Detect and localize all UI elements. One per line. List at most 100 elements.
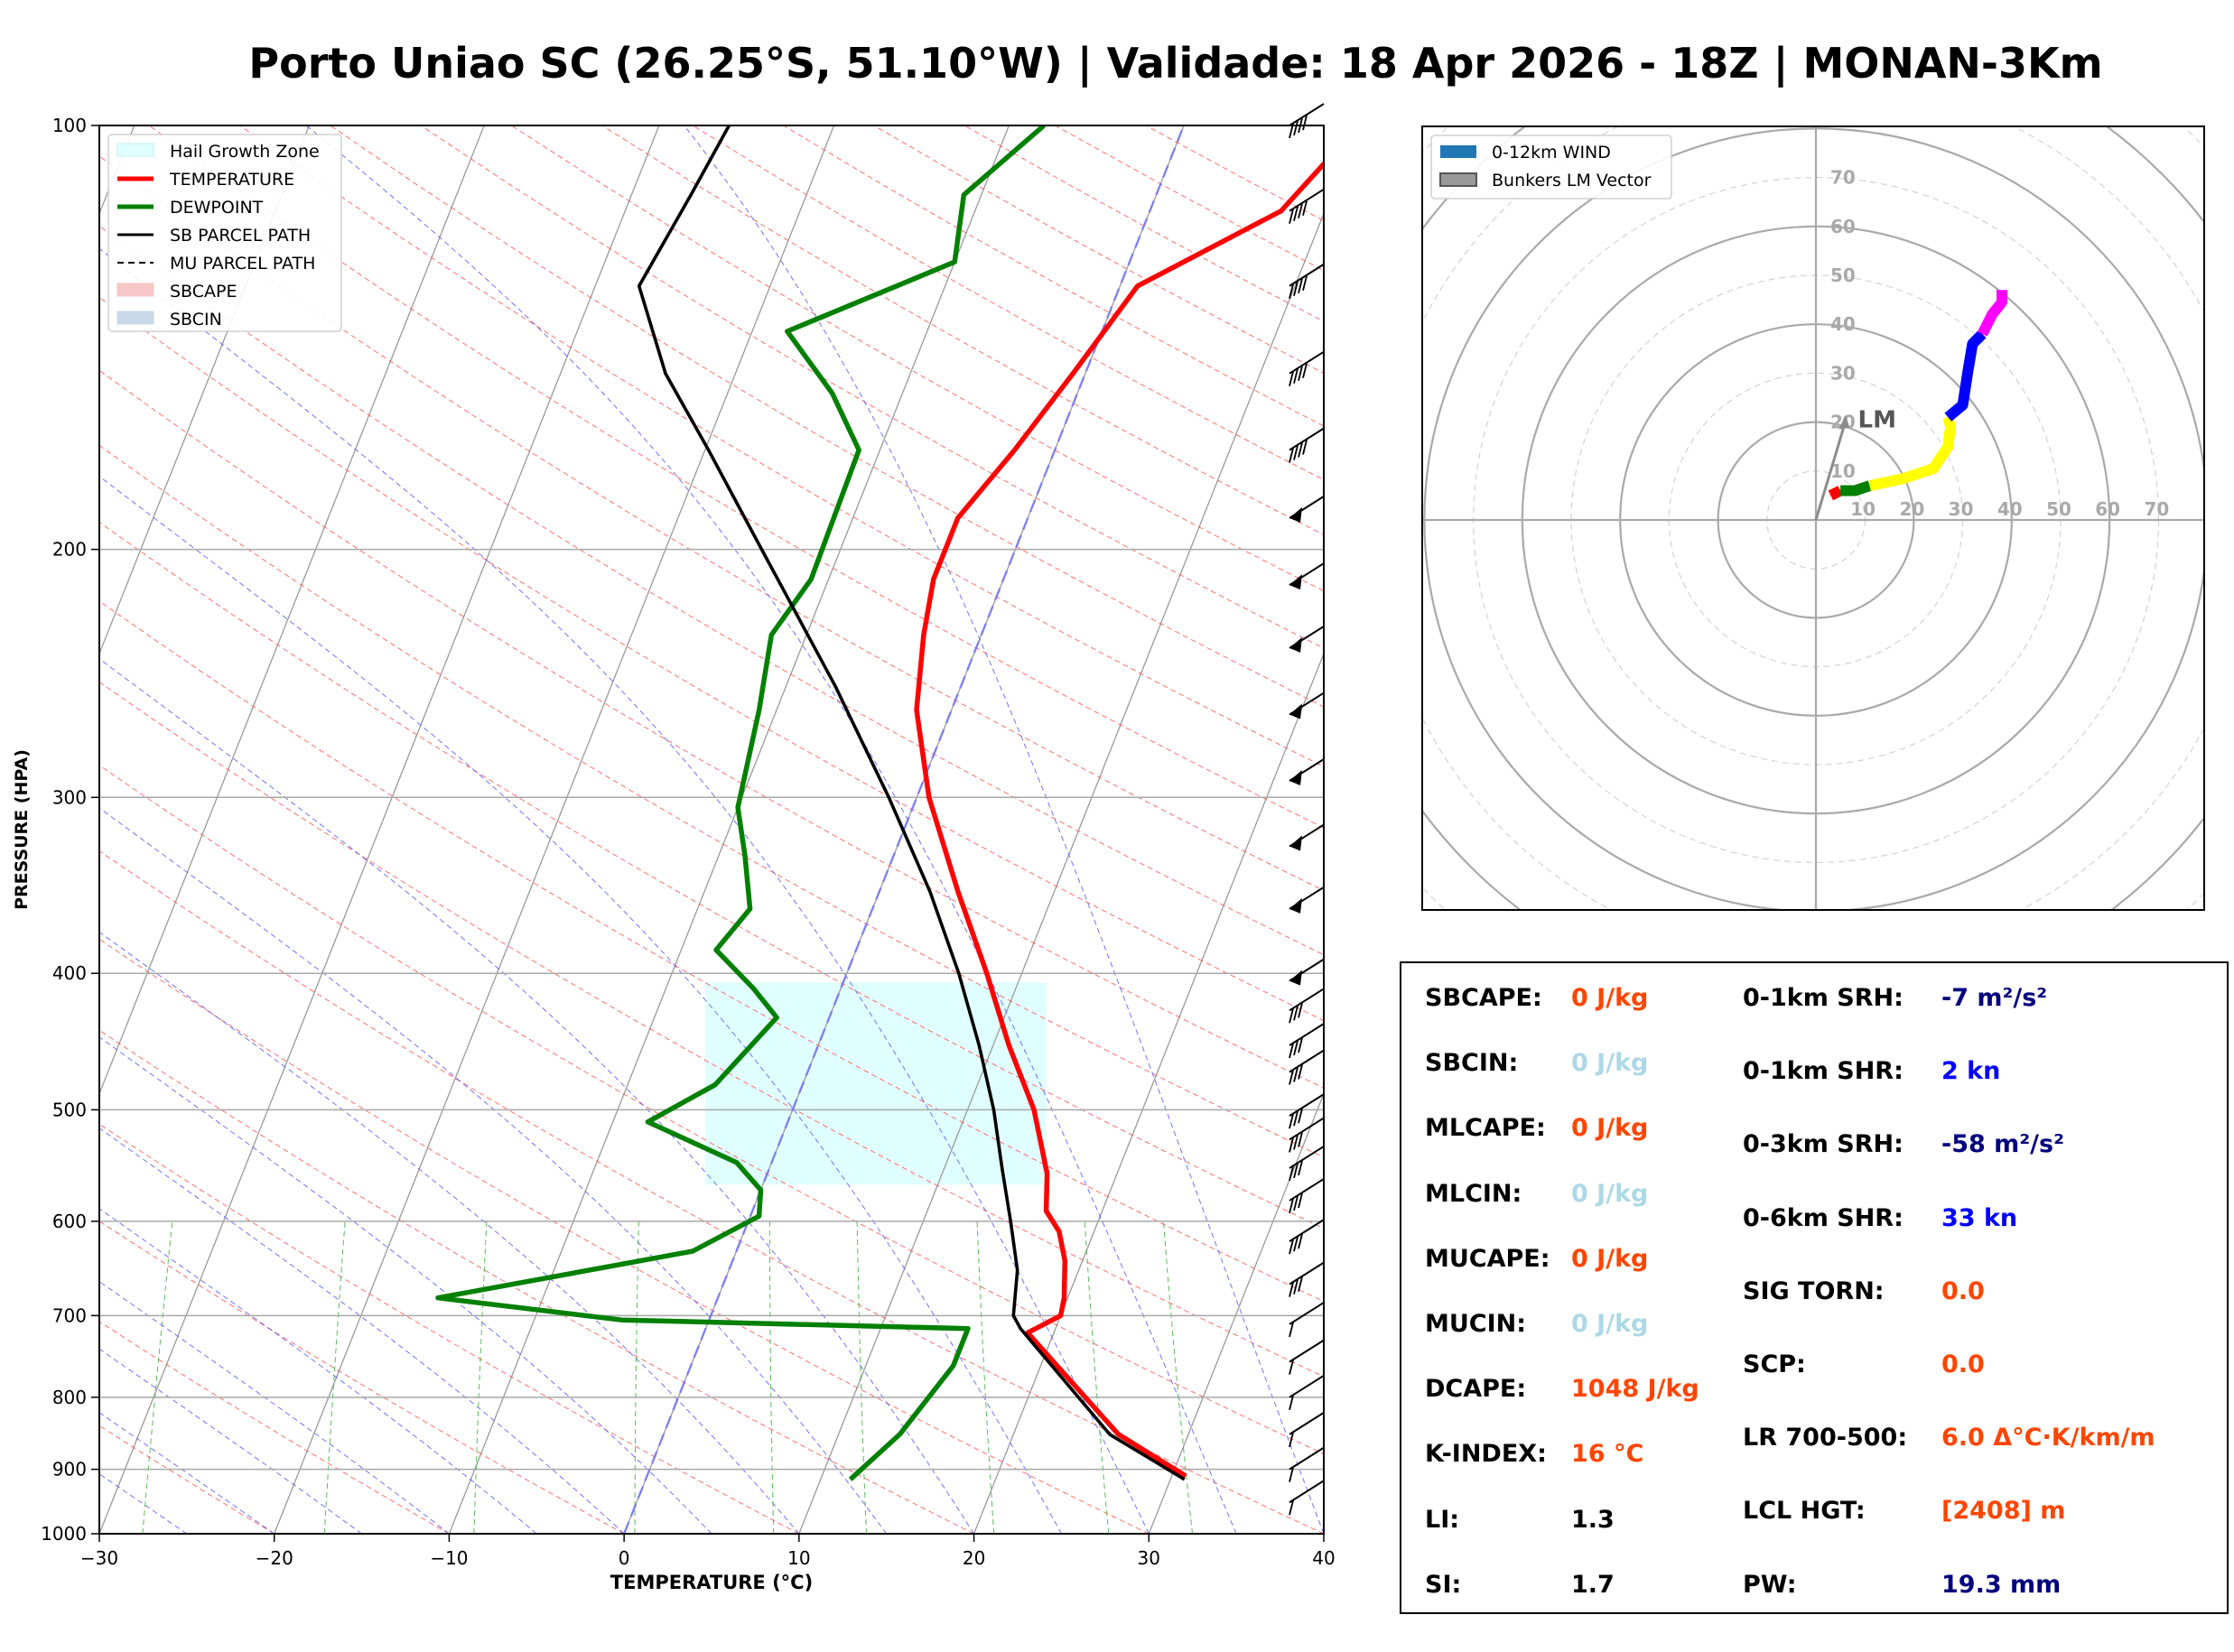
index-left-value: 1.7 xyxy=(1571,1570,1615,1599)
barb-staff xyxy=(1289,263,1325,287)
barb-flag xyxy=(1293,281,1299,296)
barb-flag xyxy=(1289,1165,1294,1182)
wind-barb xyxy=(1289,823,1325,851)
y-tick-label: 400 xyxy=(52,962,87,984)
moist-adiabat xyxy=(99,1036,712,1534)
barb-staff xyxy=(1289,1219,1325,1242)
index-left-label: MUCIN: xyxy=(1425,1310,1527,1338)
hodograph-9-12km-segment xyxy=(1977,290,2007,337)
ring-label-y: 60 xyxy=(1830,216,1856,237)
barb-flag xyxy=(1298,1233,1303,1249)
index-left-label: DCAPE: xyxy=(1425,1375,1527,1404)
legend-box xyxy=(107,134,342,332)
index-left-value: 0 J/kg xyxy=(1571,1310,1649,1338)
moist-adiabat xyxy=(99,476,1062,1534)
moist-adiabat xyxy=(99,1533,100,1534)
x-tick-label: 40 xyxy=(1312,1547,1335,1569)
index-left-value: 0 J/kg xyxy=(1571,1114,1649,1143)
dry-adiabat xyxy=(99,765,1324,1455)
wind-barbs xyxy=(1289,103,1325,1516)
ring-label-x: 70 xyxy=(2144,498,2169,520)
barb-flag xyxy=(1293,1006,1299,1021)
dry-adiabat xyxy=(99,369,1324,1089)
barb-flag xyxy=(1289,1500,1294,1516)
isotherm xyxy=(1148,1091,1324,1534)
dry-adiabat xyxy=(99,681,1324,1378)
index-right-value: 6.0 Δ°C·K/km/m xyxy=(1941,1424,2155,1452)
barb-staff xyxy=(1289,1049,1325,1073)
bunkers-lm-vector xyxy=(1814,422,1847,521)
barb-flag xyxy=(1302,440,1308,455)
barb-flag xyxy=(1298,1132,1303,1147)
ring-label-x: 60 xyxy=(2095,498,2120,520)
skewt-panel: −30 −20 −10 0 10 20 30 40 100 200 300 400 500 600 700 8… xyxy=(12,103,1336,1593)
y-axis-label: PRESSURE (HPA) xyxy=(12,749,32,910)
legend-swatch xyxy=(116,283,154,297)
ring-label-y: 70 xyxy=(1830,167,1856,189)
index-left-value: 0 J/kg xyxy=(1571,1179,1649,1208)
barb-flag xyxy=(1298,1193,1303,1209)
barb-flag xyxy=(1289,1113,1294,1129)
ring-label-y: 40 xyxy=(1830,313,1856,335)
barb-pennant xyxy=(1289,835,1302,851)
wind-barb xyxy=(1289,1446,1325,1482)
barb-pennant xyxy=(1289,506,1302,523)
legend-swatch xyxy=(1440,145,1476,158)
barb-flag xyxy=(1289,283,1294,299)
barb-staff xyxy=(1289,1339,1325,1363)
wind-barb xyxy=(1289,1412,1325,1448)
barb-flag xyxy=(1298,1160,1303,1176)
barb-flag xyxy=(1293,1067,1299,1082)
index-left-value: 1048 J/kg xyxy=(1571,1375,1699,1404)
dry-adiabat xyxy=(239,125,1324,767)
barb-flag xyxy=(1289,1395,1294,1411)
moist-adiabat xyxy=(99,658,975,1534)
barb-flag xyxy=(1293,445,1299,460)
barb-flag xyxy=(1289,1008,1294,1024)
barb-flag xyxy=(1298,203,1303,218)
legend-label: SBCIN xyxy=(170,310,222,329)
x-tick-label: 10 xyxy=(787,1547,810,1569)
isotherm xyxy=(274,125,835,1534)
dry-adiabat xyxy=(99,938,1150,1534)
barb-flag xyxy=(1298,1003,1303,1018)
barb-flag xyxy=(1289,448,1294,463)
wind-barb xyxy=(1289,562,1325,590)
hodograph-background xyxy=(1422,126,2204,910)
barb-flag xyxy=(1293,1135,1299,1150)
barb-flag xyxy=(1298,442,1303,458)
barb-flag xyxy=(1293,368,1299,384)
wind-barb xyxy=(1289,691,1325,719)
ring-label-x: 10 xyxy=(1850,498,1876,520)
legend-label: TEMPERATURE xyxy=(169,170,294,190)
hodograph-frame xyxy=(1421,125,2205,911)
index-right-label: 0-1km SHR: xyxy=(1743,1057,1904,1086)
sb-parcel-path-line xyxy=(637,125,1186,1481)
x-axis-label: TEMPERATURE (°C) xyxy=(610,1572,813,1593)
index-right-value: 0.0 xyxy=(1941,1276,1985,1305)
wind-barb xyxy=(1289,1339,1325,1375)
barb-pennant xyxy=(1289,769,1302,785)
moist-adiabat xyxy=(99,247,1150,1534)
barb-flag xyxy=(1293,206,1299,221)
isotherm xyxy=(99,125,660,1534)
ring-label-x: 20 xyxy=(1899,498,1924,520)
wind-barb xyxy=(1289,1117,1325,1153)
lm-label: LM xyxy=(1858,407,1896,434)
barb-staff xyxy=(1289,1093,1325,1117)
barb-staff xyxy=(1289,1261,1325,1285)
barb-staff xyxy=(1289,1412,1325,1435)
wind-barb xyxy=(1289,1023,1325,1059)
wind-barb xyxy=(1289,350,1325,386)
x-tick-label: −30 xyxy=(80,1547,118,1569)
moist-adiabat xyxy=(99,1128,625,1534)
barb-flag xyxy=(1293,1163,1299,1179)
legend-swatch xyxy=(116,143,154,157)
index-right-label: LCL HGT: xyxy=(1743,1497,1866,1526)
barb-flag xyxy=(1302,115,1308,131)
barb-flag xyxy=(1289,1360,1294,1375)
indices-panel: SBCAPE: 0 J/kg SBCIN: 0 J/kg MLCAPE: 0 J/kg ML… xyxy=(1400,961,2229,1614)
index-right-value: -7 m²/s² xyxy=(1941,984,2048,1012)
barb-pennant xyxy=(1289,897,1302,914)
legend-label: Bunkers LM Vector xyxy=(1492,171,1652,190)
